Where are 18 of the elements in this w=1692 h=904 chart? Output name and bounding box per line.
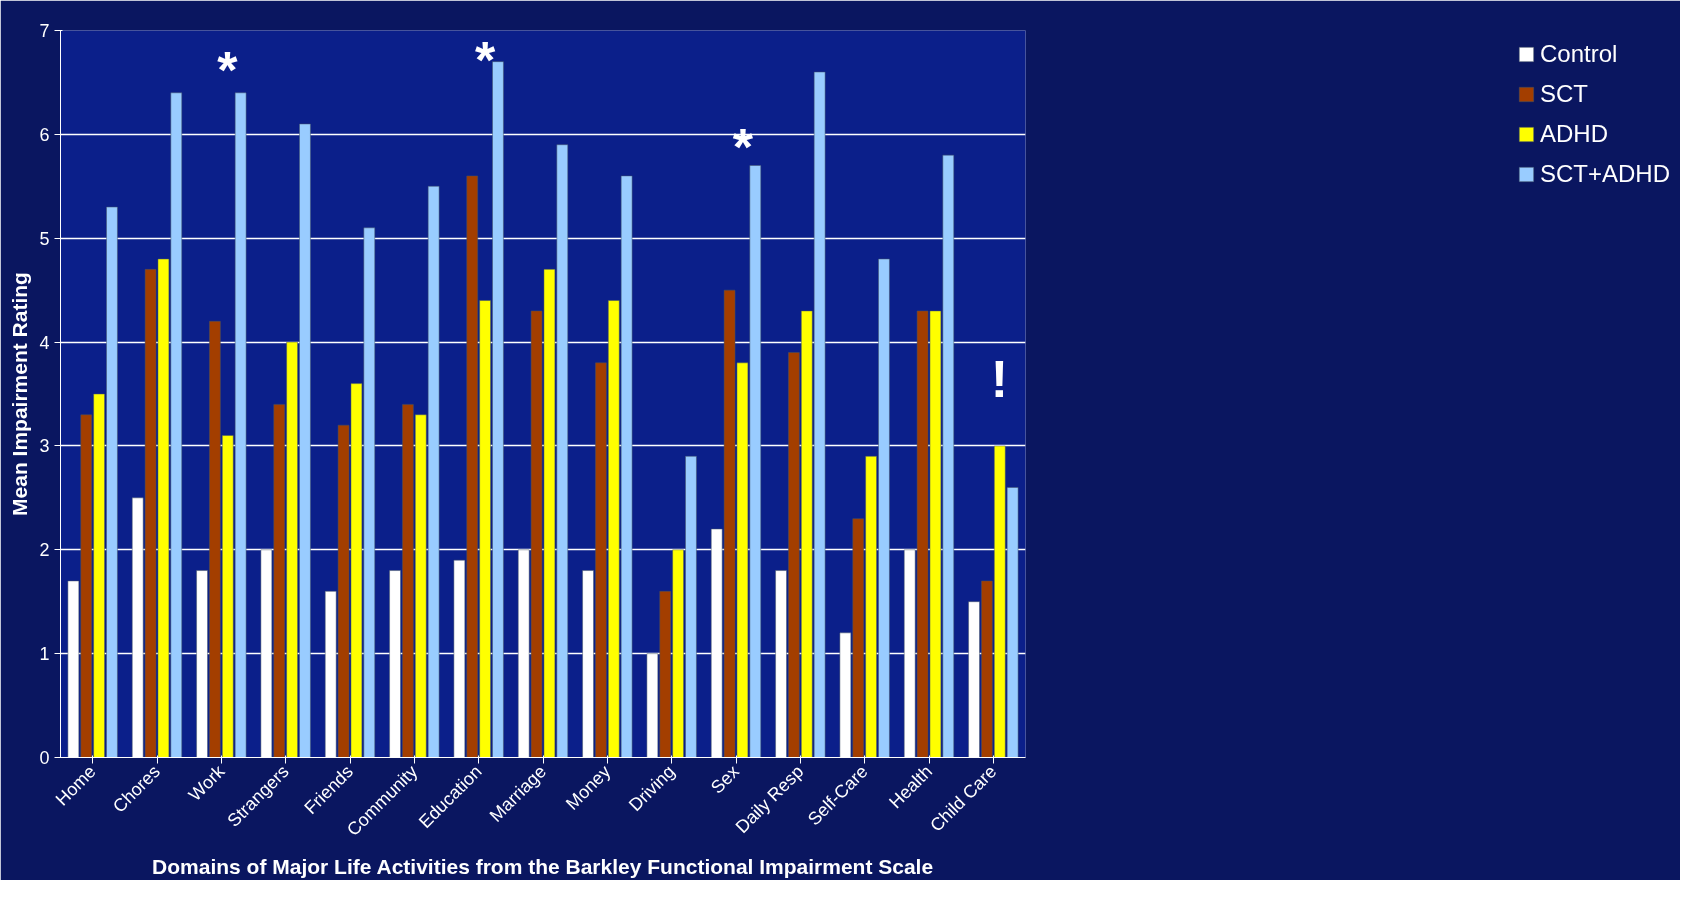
annotation: * [474,30,496,89]
legend-label: Control [1539,40,1618,68]
y-tick-label: 5 [39,228,50,249]
annotation: ! [990,350,1009,409]
y-tick-label: 3 [39,436,50,457]
y-tick-label: 0 [39,748,50,768]
annotation: * [217,41,239,100]
x-tick-label: Sex [706,761,744,798]
y-tick-label: 7 [39,21,50,41]
x-axis-title: Domains of Major Life Activities from the Barkley Functional Impairment Scale [152,854,934,878]
y-axis-title: Mean Impairment Rating [8,272,32,516]
y-tick-label: 2 [39,540,50,561]
y-tick-label: 1 [39,644,50,665]
legend-label: SCT+ADHD [1539,160,1670,188]
legend-label: ADHD [1539,120,1608,148]
legend-label: SCT [1539,80,1588,108]
y-tick-label: 4 [39,332,50,353]
y-tick-label: 6 [39,124,50,145]
